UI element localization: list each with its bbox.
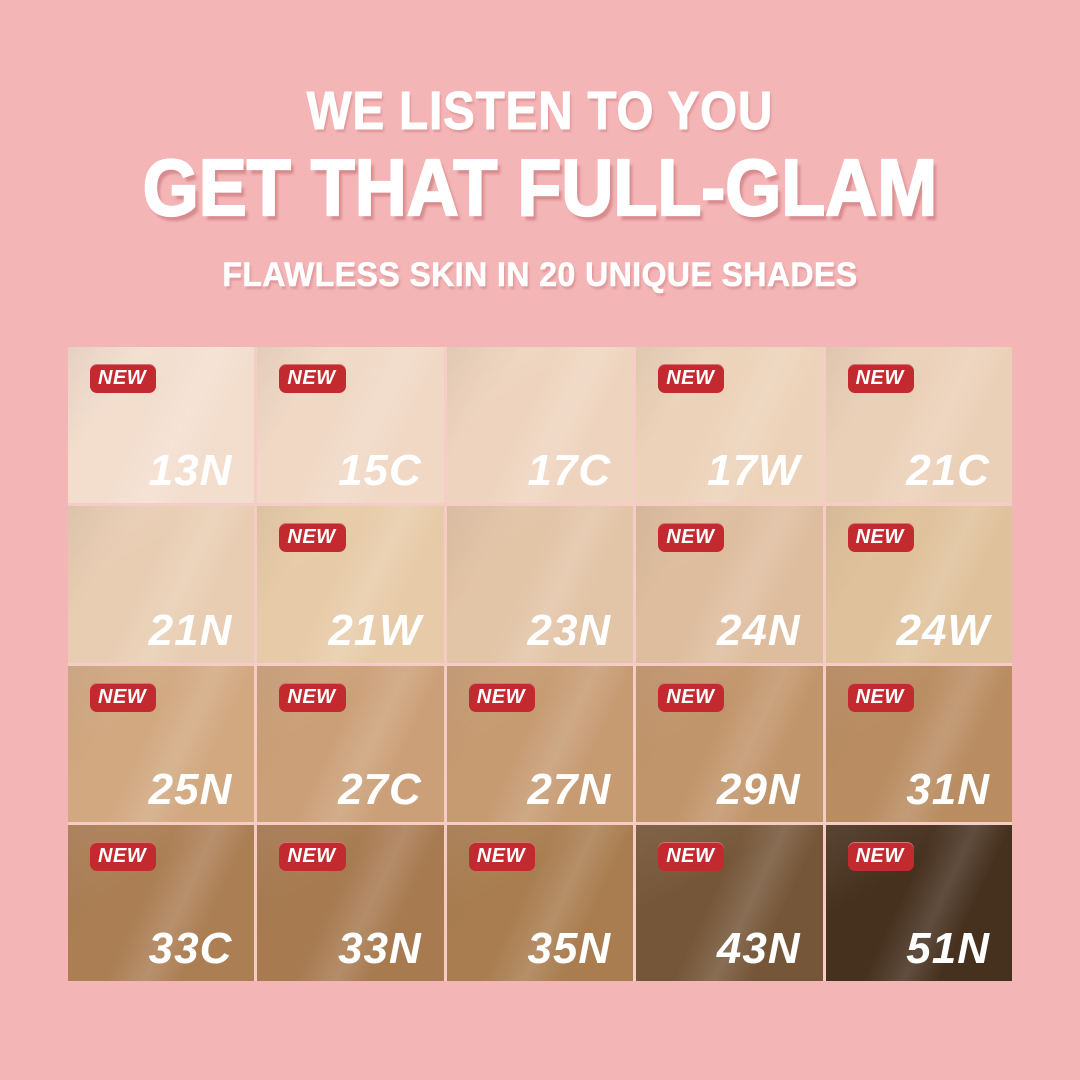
shade-swatch: NEW 24N: [636, 506, 823, 663]
shade-swatch: NEW 24W: [825, 506, 1012, 663]
new-badge: NEW: [468, 682, 535, 712]
shade-label: 23N: [527, 605, 612, 655]
new-badge: NEW: [279, 523, 346, 553]
shade-label: 25N: [148, 764, 233, 814]
shade-swatch: NEW 21W: [257, 506, 444, 663]
shade-label: 43N: [716, 924, 801, 973]
shade-label: 21C: [906, 446, 990, 496]
shade-swatch: NEW 25N: [68, 665, 255, 822]
shade-swatch: NEW 29N: [636, 665, 823, 822]
shade-swatch: NEW 35N: [446, 824, 634, 981]
shade-label: 21N: [148, 605, 233, 655]
new-badge: NEW: [90, 364, 157, 393]
new-badge: NEW: [847, 523, 914, 553]
shade-swatch: NEW 31N: [825, 665, 1012, 822]
new-badge: NEW: [658, 364, 725, 393]
shade-label: 31N: [906, 764, 990, 814]
new-badge: NEW: [658, 841, 725, 871]
shade-label: 24N: [716, 605, 801, 655]
new-badge: NEW: [468, 841, 535, 871]
new-badge: NEW: [279, 364, 346, 393]
headline-title: GET THAT FULL-GLAM: [142, 143, 938, 232]
new-badge: NEW: [847, 682, 914, 712]
headline-subtitle: FLAWLESS SKIN IN 20 UNIQUE SHADES: [222, 256, 858, 294]
shade-grid: NEW 13N NEW 15C NEW 17C NEW 17W NEW 21C …: [68, 347, 1012, 981]
shade-label: 33N: [338, 924, 422, 973]
shade-label: 35N: [527, 924, 612, 973]
shade-label: 24W: [896, 605, 990, 655]
shade-swatch: NEW 33N: [257, 824, 444, 981]
shade-swatch: NEW 17W: [636, 347, 823, 504]
shade-label: 15C: [338, 446, 422, 496]
shade-label: 17W: [707, 446, 801, 496]
headline-eyebrow: WE LISTEN TO YOU: [306, 81, 774, 141]
shade-swatch: NEW 21N: [68, 506, 255, 663]
shade-swatch: NEW 27N: [446, 665, 634, 822]
new-badge: NEW: [279, 682, 346, 712]
new-badge: NEW: [279, 841, 346, 871]
shade-label: 27N: [527, 764, 612, 814]
header: WE LISTEN TO YOU GET THAT FULL-GLAM FLAW…: [0, 0, 1080, 294]
shade-swatch: NEW 13N: [68, 347, 255, 504]
shade-label: 17C: [527, 446, 612, 496]
shade-label: 33C: [148, 924, 233, 973]
shade-label: 13N: [148, 446, 233, 496]
shade-swatch: NEW 27C: [257, 665, 444, 822]
shade-swatch: NEW 21C: [825, 347, 1012, 504]
shade-swatch: NEW 17C: [446, 347, 634, 504]
shade-swatch: NEW 51N: [825, 824, 1012, 981]
new-badge: NEW: [658, 682, 725, 712]
new-badge: NEW: [90, 841, 157, 871]
new-badge: NEW: [847, 841, 914, 871]
new-badge: NEW: [847, 364, 914, 393]
new-badge: NEW: [90, 682, 157, 712]
shade-swatch: NEW 23N: [446, 506, 634, 663]
shade-label: 51N: [906, 924, 990, 973]
shade-label: 29N: [716, 764, 801, 814]
shade-swatch: NEW 15C: [257, 347, 444, 504]
new-badge: NEW: [658, 523, 725, 553]
shade-swatch: NEW 43N: [636, 824, 823, 981]
shade-label: 27C: [338, 764, 422, 814]
shade-label: 21W: [328, 605, 422, 655]
shade-swatch: NEW 33C: [68, 824, 255, 981]
